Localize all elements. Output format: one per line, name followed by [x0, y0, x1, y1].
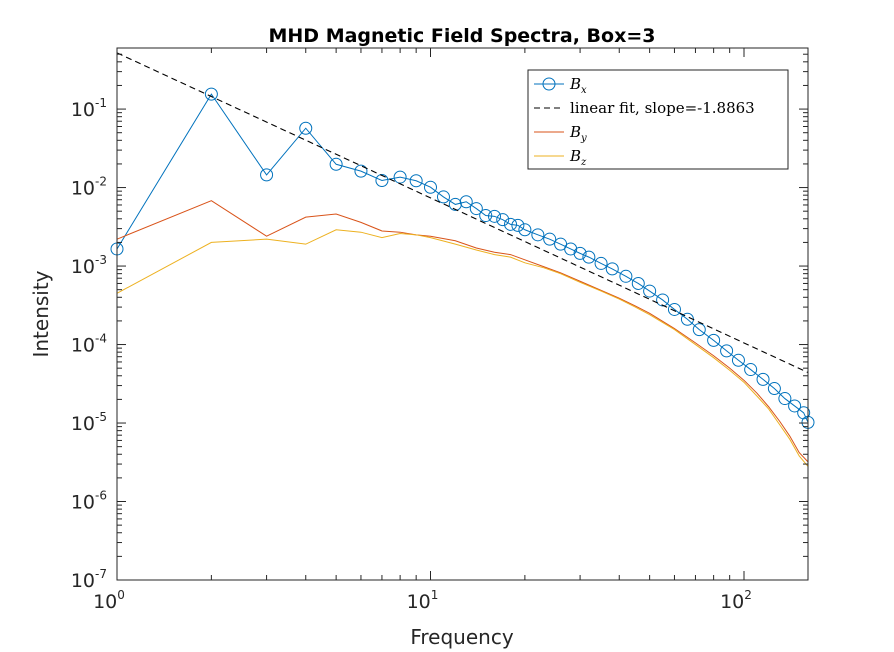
data-point-0-21 [543, 232, 557, 246]
y-axis-label: Intensity [29, 270, 53, 357]
data-point-0-37 [731, 353, 745, 367]
data-point-0-35 [707, 333, 721, 347]
data-point-0-36 [720, 344, 734, 358]
data-point-0-9 [424, 180, 437, 194]
data-point-0-18 [511, 218, 525, 232]
axes-frame [116, 47, 809, 581]
data-point-0-29 [631, 276, 645, 290]
x-tick-label-2: 102 [720, 588, 752, 613]
y-tick-label-1: 10-6 [71, 489, 107, 514]
data-point-0-25 [582, 250, 596, 264]
data-point-0-34 [692, 323, 706, 337]
legend-label-3: Bz [569, 147, 587, 168]
series-3 [116, 229, 809, 467]
data-point-0-16 [496, 213, 510, 227]
y-tick-label-4: 10-3 [71, 253, 107, 278]
y-tick-label-6: 10-1 [71, 96, 107, 121]
data-point-0-32 [667, 302, 681, 316]
data-point-0-40 [767, 382, 781, 396]
data-point-0-28 [619, 269, 633, 283]
data-point-0-4 [329, 157, 343, 171]
data-point-0-13 [469, 202, 483, 216]
chart-title: MHD Magnetic Field Spectra, Box=3 [269, 25, 656, 47]
x-tick-label-0: 100 [93, 588, 125, 613]
data-point-0-19 [518, 223, 532, 237]
x-tick-label-1: 101 [407, 588, 439, 613]
data-point-0-2 [260, 168, 274, 182]
data-point-0-39 [756, 372, 770, 386]
y-tick-label-5: 10-2 [71, 175, 107, 200]
legend-marker-0 [542, 77, 556, 91]
data-point-0-8 [409, 174, 423, 188]
data-point-0-7 [393, 170, 407, 184]
data-point-0-27 [605, 262, 619, 276]
y-tick-label-3: 10-4 [71, 332, 107, 357]
data-point-0-20 [531, 228, 545, 242]
data-point-0-15 [488, 209, 501, 223]
data-point-0-6 [375, 174, 389, 188]
data-point-0-10 [436, 190, 450, 204]
data-point-0-17 [504, 217, 518, 231]
series-2 [116, 200, 809, 463]
legend-label-0: Bx [569, 75, 587, 96]
legend-label-2: By [569, 123, 587, 144]
data-point-0-26 [594, 256, 608, 270]
legend-label-1: linear fit, slope=-1.8863 [570, 99, 755, 117]
y-tick-label-2: 10-5 [71, 410, 107, 435]
tick-labels: 100 101 102 10-7 10-6 10-5 10-4 10-3 10-2 10-1 [71, 96, 752, 613]
data-point-0-31 [656, 293, 670, 307]
data-point-0-5 [354, 164, 368, 178]
data-point-0-12 [459, 195, 473, 209]
series-layer [110, 52, 815, 467]
data-point-0-3 [299, 121, 313, 135]
series-line-0 [116, 93, 809, 423]
data-point-0-41 [778, 392, 792, 406]
data-point-0-42 [788, 399, 802, 413]
series-line-3 [116, 229, 809, 467]
data-point-0-1 [204, 87, 218, 101]
data-point-0-30 [643, 284, 657, 298]
legend-box [527, 69, 789, 170]
data-point-0-38 [744, 363, 758, 377]
y-tick-label-0: 10-7 [71, 567, 107, 592]
series-line-2 [116, 200, 809, 463]
data-point-0-24 [573, 246, 587, 260]
series-line-1 [116, 52, 809, 374]
series-1 [116, 52, 809, 374]
axes-box [116, 47, 809, 581]
legend: Bx linear fit, slope=-1.8863 By Bz [527, 69, 789, 170]
x-axis-label: Frequency [410, 625, 513, 649]
data-point-0-14 [479, 209, 493, 223]
